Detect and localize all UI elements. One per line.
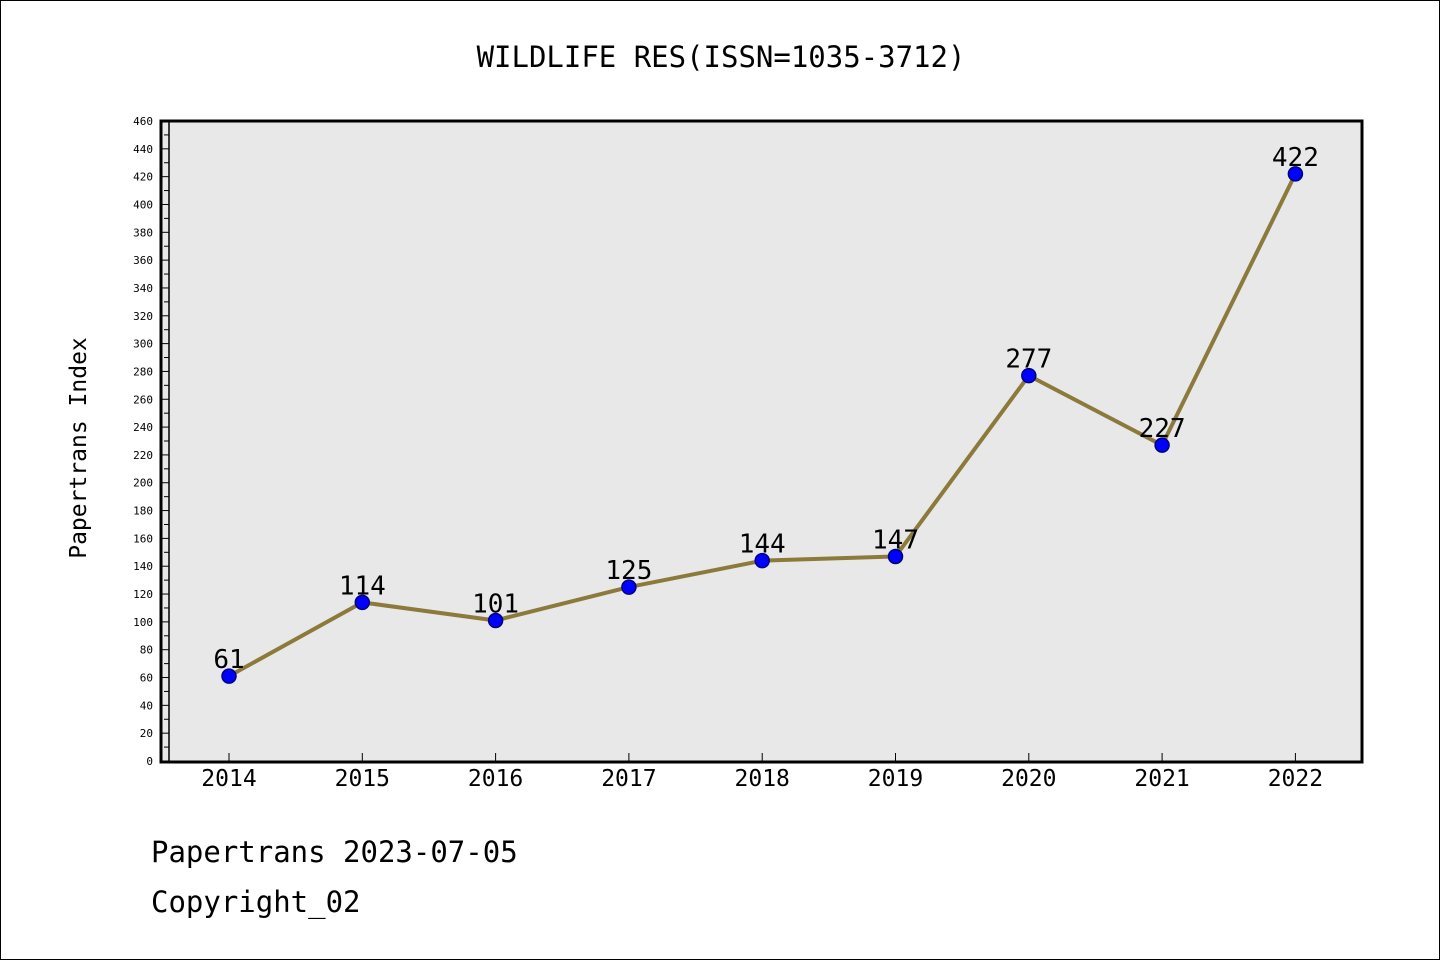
data-point (221, 668, 237, 684)
y-tick-label: 460 (133, 115, 153, 128)
y-tick-label: 180 (133, 505, 153, 518)
data-label: 144 (739, 530, 786, 560)
y-tick-label: 0 (146, 755, 153, 768)
y-tick-label: 80 (140, 644, 153, 657)
y-tick-label: 160 (133, 532, 153, 545)
y-tick-label: 360 (133, 254, 153, 267)
y-tick-label: 60 (140, 672, 153, 685)
y-tick-label: 240 (133, 421, 153, 434)
y-axis: 0 20 40 60 80 100 120 140 160 180 200 220 240 260 280 3… (133, 115, 170, 768)
x-axis: 2014 2015 2016 2017 2018 2019 2020 2021 2022 (201, 753, 1323, 792)
x-tick-label: 2018 (735, 766, 790, 792)
chart-title: WILDLIFE RES(ISSN=1035-3712) (477, 40, 966, 74)
y-tick-label: 200 (133, 477, 153, 490)
x-tick-label: 2017 (601, 766, 656, 792)
x-tick-label: 2020 (1001, 766, 1056, 792)
plot-border (159, 119, 1364, 764)
y-tick-label: 20 (140, 727, 153, 740)
y-tick-label: 440 (133, 143, 153, 156)
data-label: 114 (339, 571, 386, 601)
footer-copyright: Copyright_02 (151, 885, 361, 919)
data-point (354, 594, 371, 611)
y-tick-label: 420 (133, 171, 153, 184)
data-point (1154, 437, 1170, 453)
y-tick-label: 340 (133, 282, 153, 295)
data-point (487, 612, 504, 629)
data-point (1287, 166, 1304, 182)
series-papertrans-index (221, 166, 1304, 684)
x-tick-label: 2022 (1268, 766, 1323, 792)
y-tick-label: 280 (133, 365, 153, 378)
data-point (1021, 367, 1037, 384)
y-tick-label: 260 (133, 393, 153, 406)
y-tick-label: 100 (133, 616, 153, 629)
y-tick-label: 320 (133, 310, 153, 323)
data-label: 227 (1139, 414, 1186, 444)
x-tick-label: 2021 (1134, 766, 1189, 792)
y-tick-label: 380 (133, 226, 153, 239)
y-axis-label: Papertrans Index (66, 337, 92, 559)
data-point (754, 552, 770, 569)
x-tick-label: 2015 (335, 766, 390, 792)
y-tick-label: 120 (133, 588, 153, 601)
x-tick-label: 2016 (468, 766, 523, 792)
data-point (887, 548, 904, 565)
data-label: 61 (213, 645, 244, 675)
x-tick-label: 2019 (868, 766, 923, 792)
data-label: 422 (1272, 143, 1319, 173)
data-label: 125 (605, 556, 652, 586)
data-labels: 61 114 101 125 144 147 277 227 422 (213, 143, 1319, 675)
data-label: 277 (1005, 345, 1052, 375)
data-point (621, 579, 637, 595)
y-tick-label: 400 (133, 198, 153, 211)
data-label: 101 (472, 589, 519, 619)
y-tick-label: 140 (133, 560, 153, 573)
y-tick-label: 300 (133, 338, 153, 351)
y-tick-label: 40 (140, 699, 153, 712)
footer-source-date: Papertrans 2023-07-05 (151, 835, 518, 869)
x-tick-label: 2014 (201, 766, 256, 792)
data-label: 147 (872, 525, 919, 555)
y-tick-label: 220 (133, 449, 153, 462)
